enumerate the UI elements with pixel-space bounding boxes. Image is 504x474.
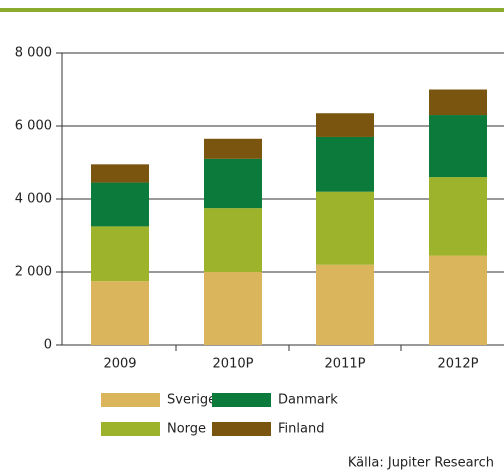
bar-segment xyxy=(204,138,262,159)
y-tick-label: 0 xyxy=(44,338,52,353)
bar-segment xyxy=(91,182,149,227)
legend-label: Finland xyxy=(278,422,324,437)
y-tick-label: 4 000 xyxy=(15,192,52,207)
x-tick-label: 2012P xyxy=(438,357,479,372)
bar-segment xyxy=(204,272,262,345)
legend-label: Sverige xyxy=(167,393,216,408)
legend-swatch xyxy=(212,393,271,407)
bar-segment xyxy=(316,264,374,345)
legend-label: Danmark xyxy=(278,393,338,408)
bar-segment xyxy=(429,89,487,116)
bar-segment xyxy=(91,281,149,345)
bar-segment xyxy=(316,191,374,265)
legend-swatch xyxy=(212,422,271,436)
bar-segment xyxy=(429,255,487,345)
bar-segment xyxy=(91,226,149,282)
bar-segment xyxy=(429,177,487,256)
y-tick-label: 6 000 xyxy=(15,119,52,134)
y-tick-label: 2 000 xyxy=(15,265,52,280)
x-tick-label: 2009 xyxy=(103,357,136,372)
source: Källa: Jupiter Research xyxy=(348,456,494,471)
top-rule xyxy=(0,8,504,12)
y-tick-label: 8 000 xyxy=(15,46,52,61)
bar-segment xyxy=(316,136,374,192)
legend-swatch xyxy=(101,393,160,407)
bar-segment xyxy=(91,164,149,183)
x-tick-label: 2011P xyxy=(325,357,366,372)
bar-segment xyxy=(204,158,262,209)
bar-segment xyxy=(204,208,262,272)
bar-segment xyxy=(429,115,487,178)
x-tick-label: 2010P xyxy=(213,357,254,372)
legend-swatch xyxy=(101,422,160,436)
bar-segment xyxy=(316,113,374,137)
legend-label: Norge xyxy=(167,422,206,437)
